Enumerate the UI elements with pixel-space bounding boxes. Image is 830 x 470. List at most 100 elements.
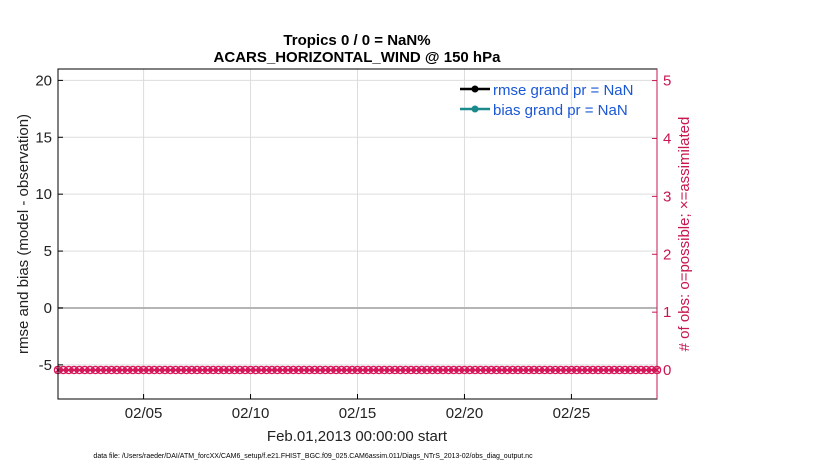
obs-possible-marker — [545, 365, 555, 375]
obs-possible-marker — [310, 365, 319, 375]
obs-possible-marker — [572, 365, 582, 375]
obs-possible-marker — [492, 365, 501, 375]
obs-possible-marker — [412, 365, 421, 375]
obs-possible-marker — [615, 365, 624, 375]
obs-possible-marker — [609, 365, 619, 375]
obs-possible-marker — [390, 365, 400, 375]
obs-possible-marker — [91, 365, 100, 375]
obs-possible-marker — [273, 365, 282, 375]
obs-possible-marker — [246, 365, 255, 375]
left-axis: 20 15 10 5 0 -5 — [35, 72, 63, 374]
obs-possible-marker — [166, 365, 175, 375]
obs-possible-marker — [604, 365, 614, 375]
obs-possible-marker — [294, 365, 303, 375]
right-axis-label: # of obs: o=possible; ×=assimilated — [676, 117, 693, 352]
obs-possible-marker — [551, 365, 560, 375]
left-tick-label: 20 — [35, 72, 52, 89]
obs-possible-marker — [262, 365, 271, 375]
obs-possible-marker — [358, 365, 368, 375]
obs-possible-marker — [321, 365, 330, 375]
obs-possible-marker — [626, 365, 635, 375]
obs-possible-marker — [406, 365, 416, 375]
left-tick-label: 15 — [35, 129, 52, 146]
obs-possible-marker — [460, 365, 469, 375]
obs-possible-marker — [465, 365, 475, 375]
obs-possible-marker — [374, 365, 384, 375]
obs-possible-marker — [540, 365, 549, 375]
obs-possible-marker — [401, 365, 410, 375]
obs-possible-marker — [422, 365, 432, 375]
obs-possible-marker — [519, 365, 528, 375]
obs-possible-marker — [214, 365, 223, 375]
obs-possible-marker — [144, 365, 154, 375]
obs-possible-marker — [353, 365, 362, 375]
left-tick-label: 0 — [44, 300, 52, 317]
obs-possible-marker — [476, 365, 485, 375]
right-tick-label: 5 — [663, 73, 671, 90]
obs-possible-marker — [529, 365, 539, 375]
obs-possible-marker — [567, 365, 576, 375]
x-tick-label: 02/15 — [339, 405, 377, 422]
obs-possible-marker — [593, 365, 603, 375]
obs-possible-marker — [481, 365, 491, 375]
obs-possible-marker — [583, 365, 592, 375]
x-tick-label: 02/20 — [446, 405, 484, 422]
obs-possible-marker — [524, 365, 533, 375]
obs-possible-marker — [139, 365, 148, 375]
obs-possible-marker — [133, 365, 143, 375]
x-tick-label: 02/25 — [553, 405, 591, 422]
obs-possible-marker — [256, 365, 266, 375]
obs-possible-marker — [299, 365, 309, 375]
obs-possible-marker — [69, 365, 79, 375]
obs-possible-marker — [96, 365, 106, 375]
obs-possible-marker — [513, 365, 523, 375]
obs-possible-marker — [150, 365, 159, 375]
obs-possible-marker — [107, 365, 116, 375]
legend-bias-label: bias grand pr = NaN — [493, 102, 628, 119]
obs-possible-marker — [454, 365, 464, 375]
obs-possible-marker — [160, 365, 170, 375]
right-tick-label: 1 — [663, 304, 671, 321]
obs-possible-marker — [101, 365, 111, 375]
obs-possible-marker — [267, 365, 277, 375]
obs-possible-marker — [588, 365, 598, 375]
obs-possible-marker — [240, 365, 250, 375]
right-axis: 5 4 3 2 1 0 — [652, 69, 671, 399]
obs-possible-marker — [331, 365, 341, 375]
obs-possible-marker — [117, 365, 127, 375]
obs-possible-marker — [85, 365, 95, 375]
obs-possible-marker — [428, 365, 437, 375]
obs-possible-marker — [80, 365, 89, 375]
obs-possible-marker — [385, 365, 394, 375]
obs-possible-marker — [326, 365, 336, 375]
right-tick-label: 0 — [663, 362, 671, 379]
chart-title-line-1: Tropics 0 / 0 = NaN% — [283, 32, 430, 49]
obs-possible-marker — [155, 365, 164, 375]
chart-title-line-2: ACARS_HORIZONTAL_WIND @ 150 hPa — [214, 49, 502, 66]
right-tick-label: 4 — [663, 130, 671, 147]
obs-possible-marker — [112, 365, 122, 375]
obs-possible-marker — [535, 365, 544, 375]
obs-possible-marker — [235, 365, 245, 375]
obs-possible-marker — [444, 365, 453, 375]
obs-possible-marker — [251, 365, 261, 375]
obs-possible-marker — [620, 365, 630, 375]
obs-possible-marker — [502, 365, 512, 375]
right-tick-label: 2 — [663, 246, 671, 263]
obs-possible-marker — [577, 365, 587, 375]
obs-possible-marker — [203, 365, 212, 375]
obs-possible-marker — [342, 365, 352, 375]
x-axis: 02/05 02/10 02/15 02/20 02/25 — [125, 394, 590, 422]
obs-possible-marker — [363, 365, 373, 375]
legend-bias-marker — [471, 105, 479, 113]
legend-rmse-label: rmse grand pr = NaN — [493, 82, 633, 99]
x-axis-label: Feb.01,2013 00:00:00 start — [267, 428, 448, 445]
left-tick-label: -5 — [39, 357, 52, 374]
obs-possible-marker — [636, 365, 646, 375]
obs-possible-marker — [123, 365, 132, 375]
obs-possible-marker — [192, 365, 202, 375]
obs-possible-marker — [508, 365, 517, 375]
obs-possible-marker — [283, 365, 293, 375]
obs-possible-marker — [224, 365, 234, 375]
